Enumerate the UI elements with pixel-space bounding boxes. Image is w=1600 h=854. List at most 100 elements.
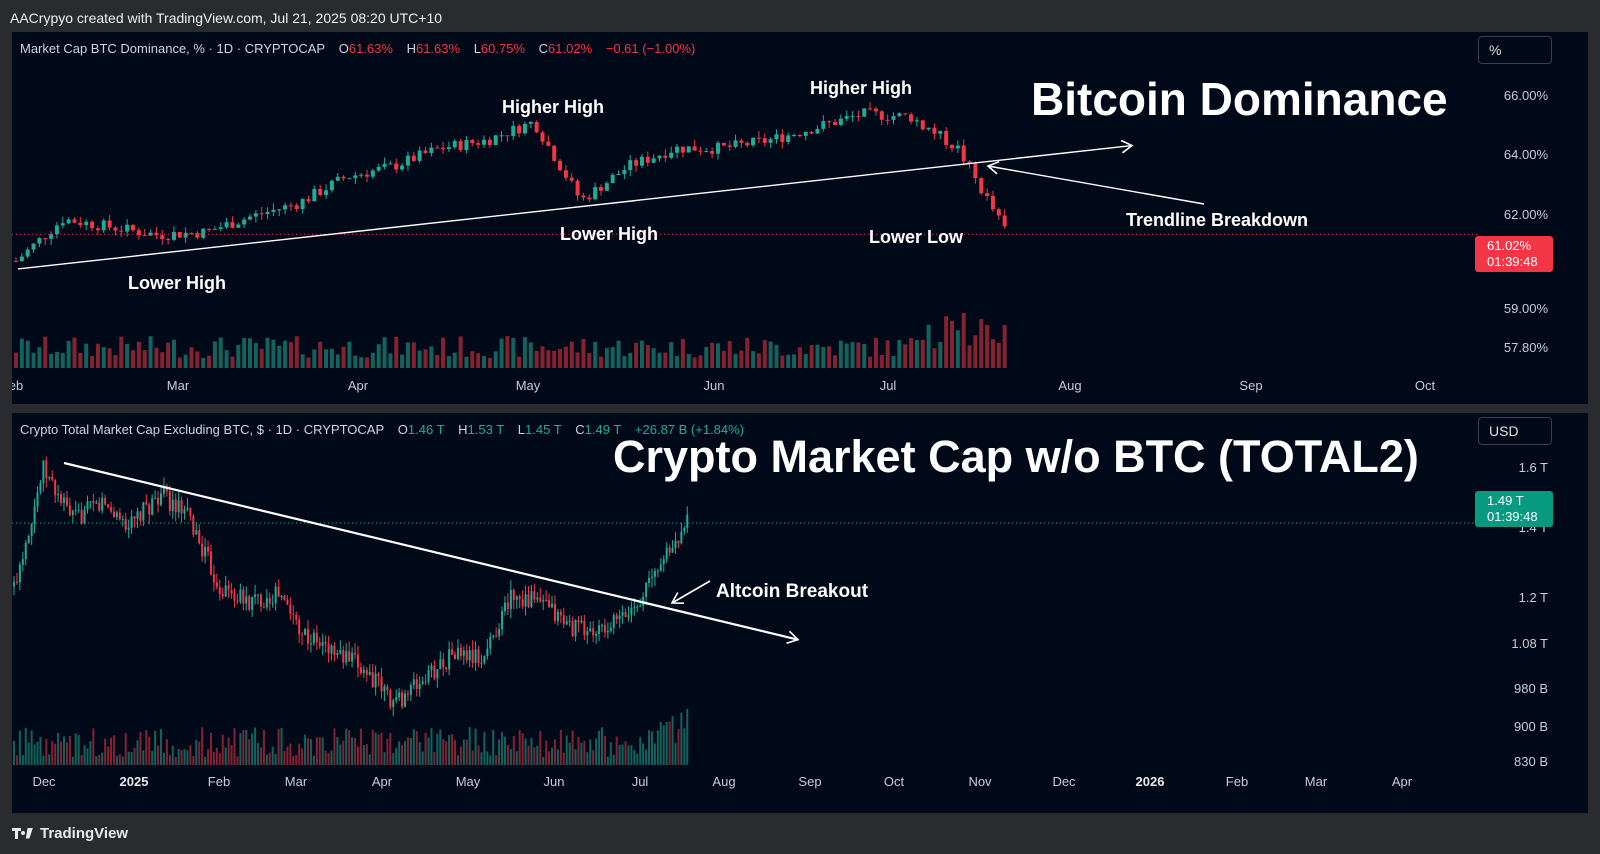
- total2-chart[interactable]: [12, 413, 1588, 813]
- volume-bar: [36, 741, 39, 765]
- candle-body: [650, 576, 653, 578]
- pane2-price-tag: 1.49 T 01:39:48: [1475, 491, 1553, 527]
- candle-body: [938, 131, 943, 134]
- candle-body: [15, 581, 18, 583]
- pane2-xtick: Dec: [32, 774, 56, 789]
- volume-bar: [345, 728, 348, 765]
- candle-body: [616, 174, 621, 176]
- candle-body: [242, 589, 245, 604]
- volume-bar: [130, 752, 133, 765]
- candle-body: [304, 629, 307, 636]
- volume-bar: [259, 348, 264, 368]
- volume-bar: [633, 750, 636, 765]
- candle-body: [683, 528, 686, 532]
- candle-body: [342, 649, 345, 663]
- total2-pane[interactable]: Crypto Total Market Cap Excluding BTC, $…: [12, 413, 1588, 813]
- volume-bar: [421, 751, 424, 765]
- candle-body: [406, 693, 409, 695]
- candle-body: [280, 596, 283, 598]
- volume-bar: [151, 750, 154, 765]
- candle-body: [774, 134, 779, 140]
- pane1-legend: Market Cap BTC Dominance, % · 1D · CRYPT…: [20, 41, 695, 56]
- candle-body: [112, 511, 115, 517]
- candle-body: [656, 570, 659, 572]
- candle-body: [392, 700, 395, 708]
- pane2-high: 1.53 T: [467, 422, 505, 437]
- volume-bar: [404, 741, 407, 765]
- candle-body: [663, 155, 668, 158]
- volume-bar: [353, 355, 358, 368]
- volume-bar: [374, 732, 377, 765]
- volume-bar: [113, 355, 118, 368]
- volume-bar: [468, 727, 471, 765]
- candle-body: [236, 224, 241, 228]
- pane2-open: 1.46 T: [407, 422, 445, 437]
- volume-bar: [294, 336, 299, 368]
- volume-bar: [265, 754, 268, 765]
- volume-bar: [95, 343, 100, 368]
- candle-body: [45, 460, 48, 479]
- volume-bar: [938, 341, 943, 368]
- volume-bar: [68, 735, 71, 765]
- candle-body: [464, 139, 469, 150]
- candle-body: [218, 227, 223, 229]
- candle-body: [648, 577, 651, 583]
- candle-body: [265, 211, 270, 215]
- volume-bar: [527, 745, 530, 765]
- candle-body: [230, 589, 233, 594]
- pane1-unit-button[interactable]: %: [1478, 36, 1552, 64]
- candle-body: [603, 625, 606, 633]
- pane1-ytick: 57.80%: [1503, 340, 1548, 355]
- candle-body: [634, 160, 639, 166]
- volume-bar: [499, 338, 504, 368]
- candle-body: [36, 492, 39, 507]
- btc-dominance-pane[interactable]: Market Cap BTC Dominance, % · 1D · CRYPT…: [12, 32, 1588, 404]
- candle-body: [224, 222, 229, 228]
- pane2-unit-button[interactable]: USD: [1478, 417, 1552, 445]
- volume-bar: [515, 751, 518, 765]
- candle-body: [739, 140, 744, 143]
- volume-bar: [563, 346, 568, 368]
- volume-bar: [43, 336, 48, 368]
- candle-body: [13, 581, 15, 587]
- candle-body: [90, 221, 95, 229]
- pane2-xtick: Jun: [543, 774, 565, 789]
- candle-body: [84, 221, 89, 226]
- volume-bar: [127, 751, 130, 765]
- volume-bar: [821, 346, 826, 368]
- candle-body: [593, 187, 598, 200]
- candle-body: [474, 649, 477, 663]
- volume-bar: [518, 730, 521, 765]
- candle-body: [330, 645, 333, 654]
- candle-body: [154, 497, 157, 499]
- volume-bar: [524, 738, 527, 765]
- candle-body: [522, 123, 527, 134]
- volume-bar: [131, 350, 135, 368]
- volume-bar: [25, 340, 30, 368]
- volume-bar: [650, 731, 653, 765]
- volume-bar: [271, 746, 274, 765]
- candle-body: [546, 141, 551, 146]
- btc-dominance-chart[interactable]: [12, 32, 1588, 404]
- volume-bar: [624, 741, 627, 765]
- pane2-price-countdown: 01:39:48: [1487, 509, 1538, 524]
- pane2-close: 1.49 T: [584, 422, 622, 437]
- candle-body: [207, 228, 212, 230]
- volume-bar: [230, 744, 233, 765]
- candle-body: [353, 175, 358, 179]
- candle-body: [142, 235, 147, 237]
- candle-body: [365, 669, 368, 675]
- volume-bar: [575, 352, 580, 368]
- candle-body: [168, 491, 171, 511]
- candle-body: [25, 249, 30, 257]
- volume-bar: [236, 344, 241, 368]
- candle-body: [515, 596, 518, 600]
- candle-body: [639, 156, 644, 166]
- candle-body: [844, 116, 849, 119]
- volume-bar: [606, 756, 609, 765]
- volume-bar: [348, 730, 351, 765]
- volume-bar: [809, 345, 814, 368]
- trendline-arrow-icon: [786, 630, 800, 645]
- candle-body: [295, 614, 298, 620]
- candle-body: [487, 139, 492, 145]
